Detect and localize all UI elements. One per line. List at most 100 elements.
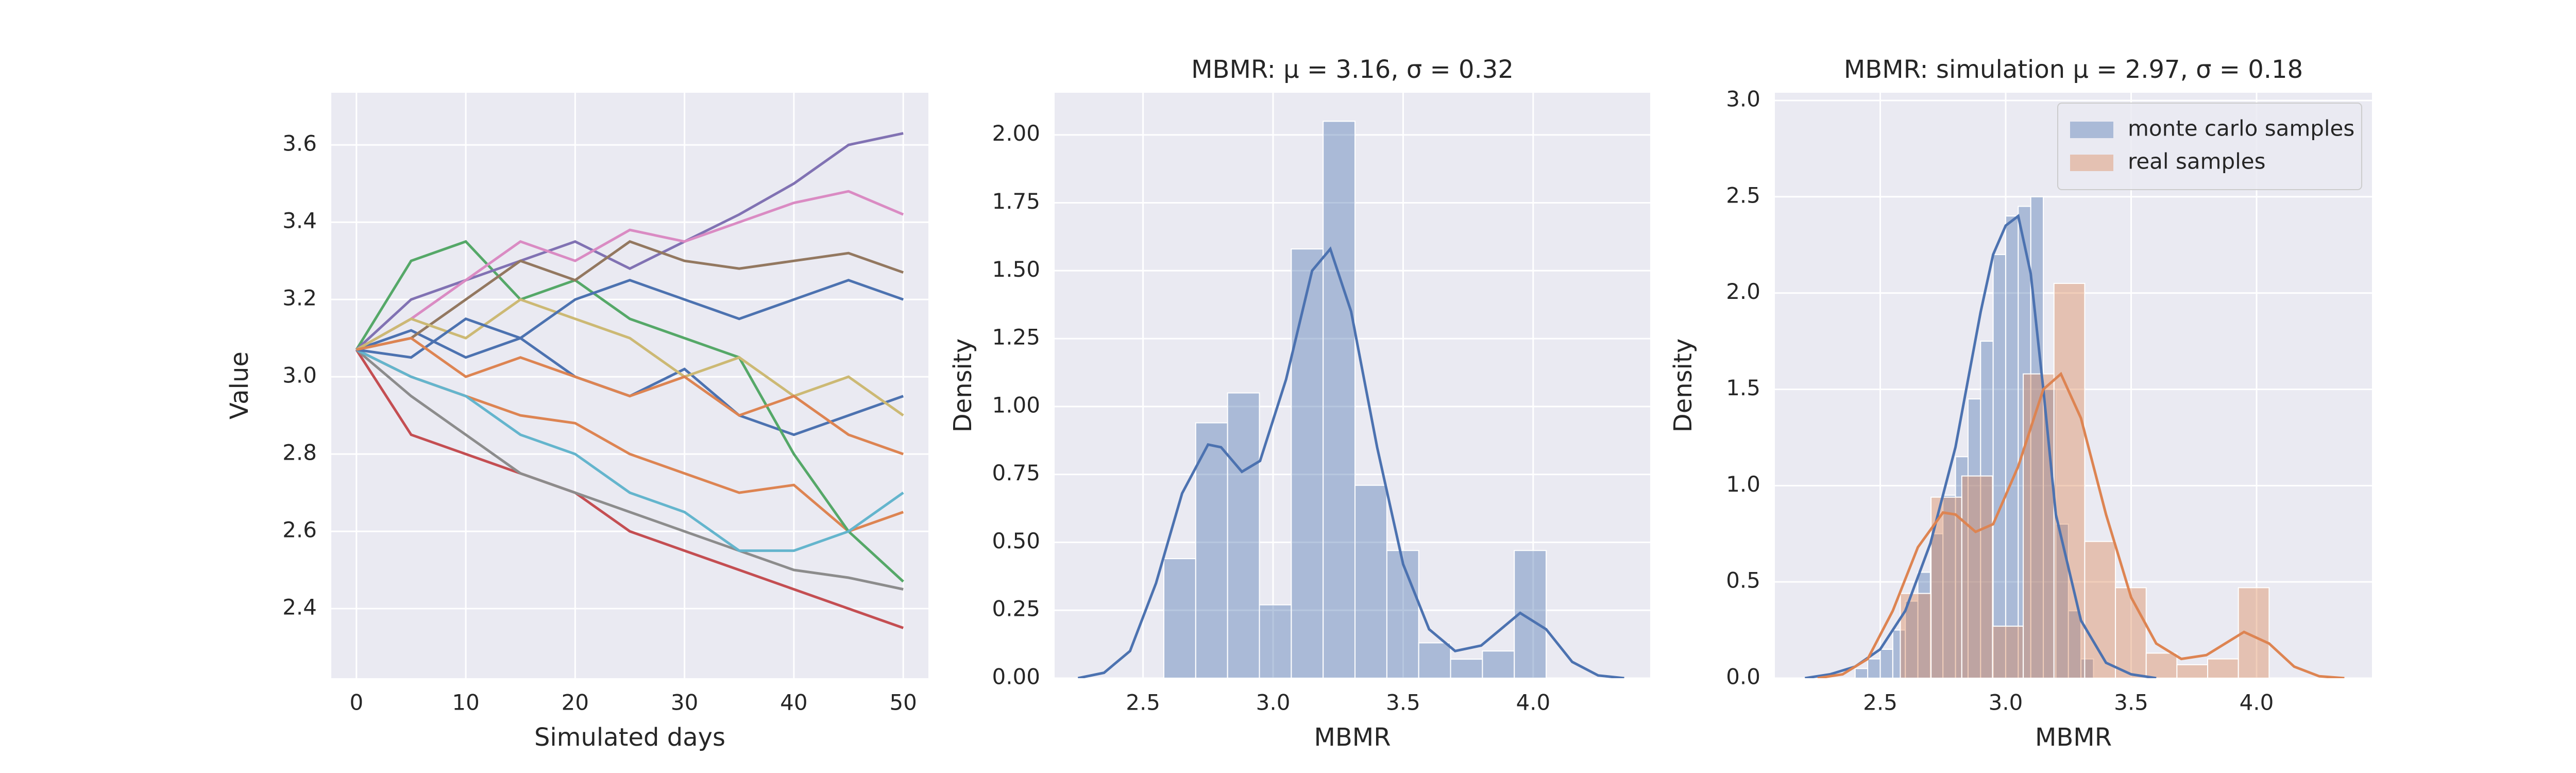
y-tick-label: 0.50 xyxy=(992,528,1040,553)
hist-bar xyxy=(1195,422,1228,678)
y-tick-label: 0.5 xyxy=(1726,568,1760,593)
plot-marks xyxy=(1805,196,2345,678)
hist-bar xyxy=(2023,373,2055,678)
x-tick-label: 10 xyxy=(452,690,479,715)
hist-bar xyxy=(1905,600,1919,678)
line xyxy=(355,348,904,591)
hist-bar xyxy=(1961,475,1993,678)
x-tick-label: 3.0 xyxy=(1989,690,2023,715)
plot-marks xyxy=(1077,121,1624,678)
line xyxy=(355,349,904,629)
hist-bar xyxy=(2067,610,2082,678)
y-tick-label: 1.00 xyxy=(992,392,1040,417)
hist-bar xyxy=(1992,626,2024,678)
kde-line xyxy=(1805,213,2157,678)
hist-bar xyxy=(2005,215,2019,678)
y-tick-label: 3.2 xyxy=(282,285,317,311)
hist-bar xyxy=(1967,398,1981,678)
y-axis-label: Value xyxy=(225,351,254,419)
y-tick-label: 0.25 xyxy=(992,596,1040,621)
kde-line xyxy=(1077,246,1624,678)
hist-bar xyxy=(2115,587,2147,678)
x-axis-label: MBMR xyxy=(2035,723,2112,752)
hist-bar xyxy=(1354,484,1387,678)
hist-bar xyxy=(2145,652,2178,678)
x-tick-label: 40 xyxy=(780,690,807,715)
hist-bar xyxy=(1163,558,1196,678)
hist-bar xyxy=(1867,658,1881,678)
y-tick-label: 3.4 xyxy=(282,208,317,233)
line xyxy=(356,337,904,456)
x-tick-label: 3.0 xyxy=(1256,690,1291,715)
y-tick-label: 2.5 xyxy=(1726,182,1760,208)
hist-bar xyxy=(1482,650,1515,678)
x-tick-label: 30 xyxy=(671,690,698,715)
line xyxy=(356,279,904,359)
hist-bar xyxy=(1386,550,1419,678)
kde-line xyxy=(1817,372,2345,678)
y-tick-label: 2.8 xyxy=(282,440,317,465)
legend-label: real samples xyxy=(2128,149,2266,174)
hist-bar xyxy=(1259,604,1292,678)
plot-area xyxy=(1055,93,1650,678)
legend-swatch xyxy=(2070,122,2113,138)
x-axis-label: MBMR xyxy=(1314,723,1391,752)
x-tick-label: 0 xyxy=(349,690,363,715)
x-tick-label: 50 xyxy=(889,690,917,715)
hist-bar xyxy=(2207,658,2239,678)
hist-bar xyxy=(1879,648,1893,678)
line xyxy=(355,348,904,552)
chart-title: MBMR: μ = 3.16, σ = 0.32 xyxy=(1191,55,1514,84)
y-tick-label: 0.0 xyxy=(1726,664,1760,690)
hist-bar xyxy=(1323,121,1356,678)
hist-bar xyxy=(1900,593,1932,678)
x-tick-label: 2.5 xyxy=(1863,690,1897,715)
x-axis-label: Simulated days xyxy=(534,723,725,752)
hist-bar xyxy=(2018,206,2031,678)
hist-bar xyxy=(1418,642,1451,678)
y-tick-label: 1.50 xyxy=(992,257,1040,282)
y-tick-label: 1.0 xyxy=(1726,472,1760,497)
y-axis-label: Density xyxy=(948,339,977,432)
hist-bar xyxy=(2080,658,2094,678)
y-axis-label: Density xyxy=(1669,339,1698,432)
legend-label: monte carlo samples xyxy=(2128,116,2354,141)
plot-area xyxy=(1775,93,2372,678)
line xyxy=(355,132,904,351)
legend-box xyxy=(2057,103,2362,190)
y-tick-label: 1.75 xyxy=(992,189,1040,214)
y-tick-label: 2.0 xyxy=(1726,279,1760,304)
line xyxy=(355,240,904,583)
hist-bar xyxy=(1992,254,2007,678)
x-tick-label: 20 xyxy=(562,690,589,715)
y-tick-label: 2.00 xyxy=(992,121,1040,146)
y-tick-label: 3.0 xyxy=(282,363,317,388)
plot-area xyxy=(331,93,928,678)
y-tick-label: 1.25 xyxy=(992,325,1040,350)
y-tick-label: 2.6 xyxy=(282,517,317,543)
chart-title: MBMR: simulation μ = 2.97, σ = 0.18 xyxy=(1844,55,2303,84)
y-tick-label: 3.0 xyxy=(1726,86,1760,111)
plot-marks xyxy=(355,132,904,629)
y-tick-label: 3.6 xyxy=(282,131,317,156)
hist-bar xyxy=(2055,524,2069,678)
x-tick-label: 3.5 xyxy=(2114,690,2148,715)
x-tick-label: 3.5 xyxy=(1386,690,1420,715)
hist-bar xyxy=(2084,541,2116,678)
x-tick-label: 4.0 xyxy=(2240,690,2274,715)
line xyxy=(356,240,904,351)
hist-bar xyxy=(2176,664,2209,678)
y-tick-label: 1.5 xyxy=(1726,375,1760,400)
hist-bar xyxy=(1930,496,1962,678)
legend-swatch xyxy=(2070,155,2113,171)
hist-bar xyxy=(1854,668,1869,678)
y-tick-label: 0.00 xyxy=(992,664,1040,690)
x-tick-label: 2.5 xyxy=(1126,690,1160,715)
hist-bar xyxy=(1450,659,1483,678)
hist-bar xyxy=(1942,495,1956,678)
x-tick-label: 4.0 xyxy=(1516,690,1550,715)
y-tick-label: 0.75 xyxy=(992,460,1040,485)
hist-bar xyxy=(1291,248,1324,678)
